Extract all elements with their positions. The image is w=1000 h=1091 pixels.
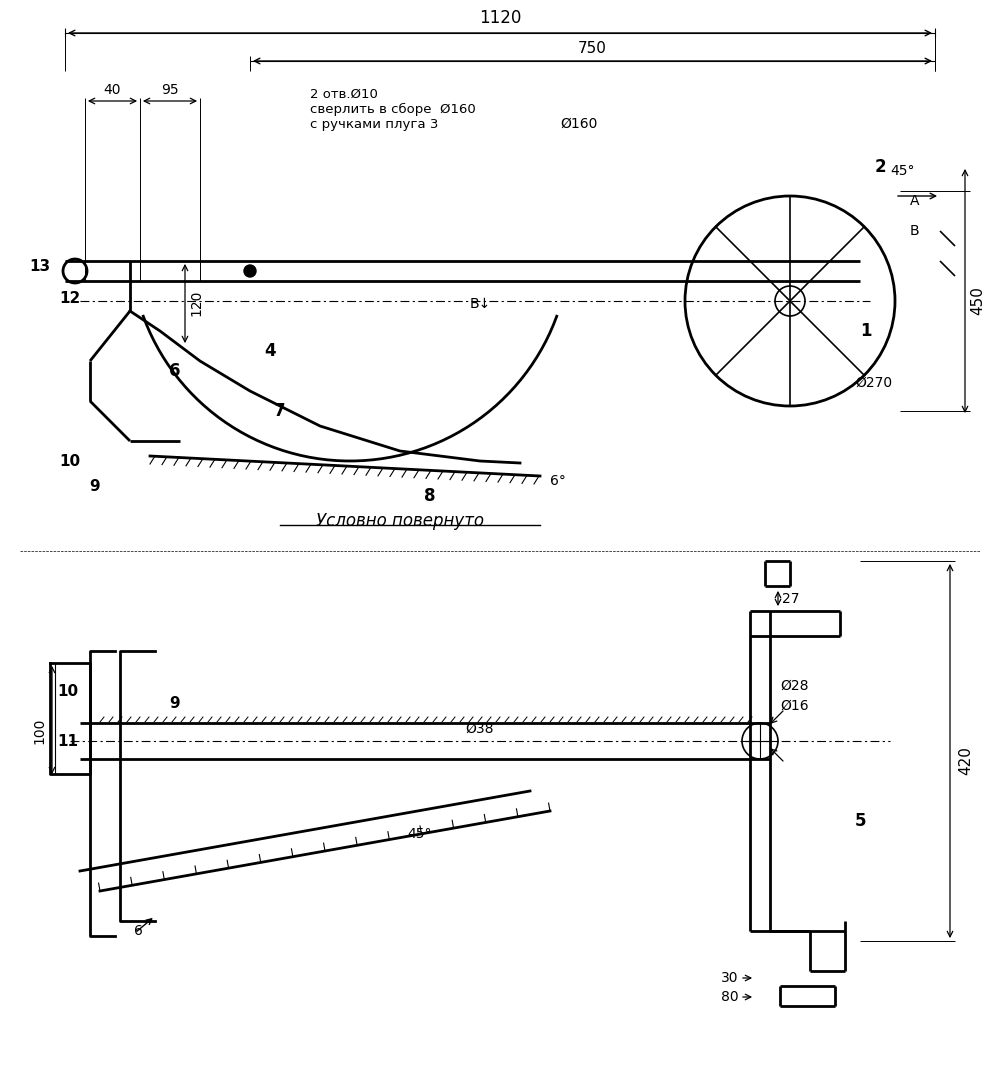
Text: 420: 420 [958, 746, 973, 776]
Text: 9: 9 [89, 479, 100, 493]
Text: 4: 4 [264, 341, 276, 360]
Text: 13: 13 [29, 259, 50, 274]
Text: с ручками плуга 3: с ручками плуга 3 [310, 118, 438, 131]
Text: Ø160: Ø160 [560, 117, 597, 131]
Text: 12: 12 [59, 291, 81, 305]
Text: 450: 450 [970, 287, 985, 315]
Text: Ø38: Ø38 [466, 722, 494, 736]
Text: B↓: B↓ [469, 297, 491, 311]
Text: 1: 1 [860, 322, 871, 340]
Text: 2: 2 [874, 158, 886, 176]
Text: 2 отв.Ø10: 2 отв.Ø10 [310, 88, 378, 101]
Text: 100: 100 [32, 718, 46, 744]
Text: Ø28: Ø28 [780, 679, 808, 693]
Text: 120: 120 [189, 290, 203, 316]
Text: 80: 80 [721, 990, 739, 1004]
Text: 45°: 45° [408, 827, 432, 841]
Text: 9: 9 [170, 695, 180, 710]
Circle shape [244, 265, 256, 277]
Text: 11: 11 [58, 733, 79, 748]
Text: 750: 750 [578, 41, 607, 56]
Text: Ø16: Ø16 [780, 699, 809, 714]
Text: A: A [910, 194, 919, 208]
Text: 10: 10 [57, 683, 79, 698]
Text: 1120: 1120 [479, 9, 521, 27]
Text: 5: 5 [855, 812, 866, 830]
Text: Ø270: Ø270 [855, 376, 892, 389]
Text: B: B [910, 224, 920, 238]
Text: 6: 6 [169, 362, 181, 380]
Text: 27: 27 [782, 592, 799, 606]
Text: 6°: 6° [550, 473, 566, 488]
Text: сверлить в сборе  Ø160: сверлить в сборе Ø160 [310, 103, 476, 116]
Text: 40: 40 [104, 83, 121, 97]
Text: 8: 8 [424, 487, 436, 505]
Text: 45°: 45° [890, 164, 914, 178]
Text: 6: 6 [134, 924, 142, 938]
Text: 7: 7 [274, 401, 286, 420]
Text: Условно повернуто: Условно повернуто [316, 512, 484, 530]
Text: 95: 95 [161, 83, 179, 97]
Text: 10: 10 [59, 454, 81, 468]
Text: 30: 30 [721, 971, 739, 985]
